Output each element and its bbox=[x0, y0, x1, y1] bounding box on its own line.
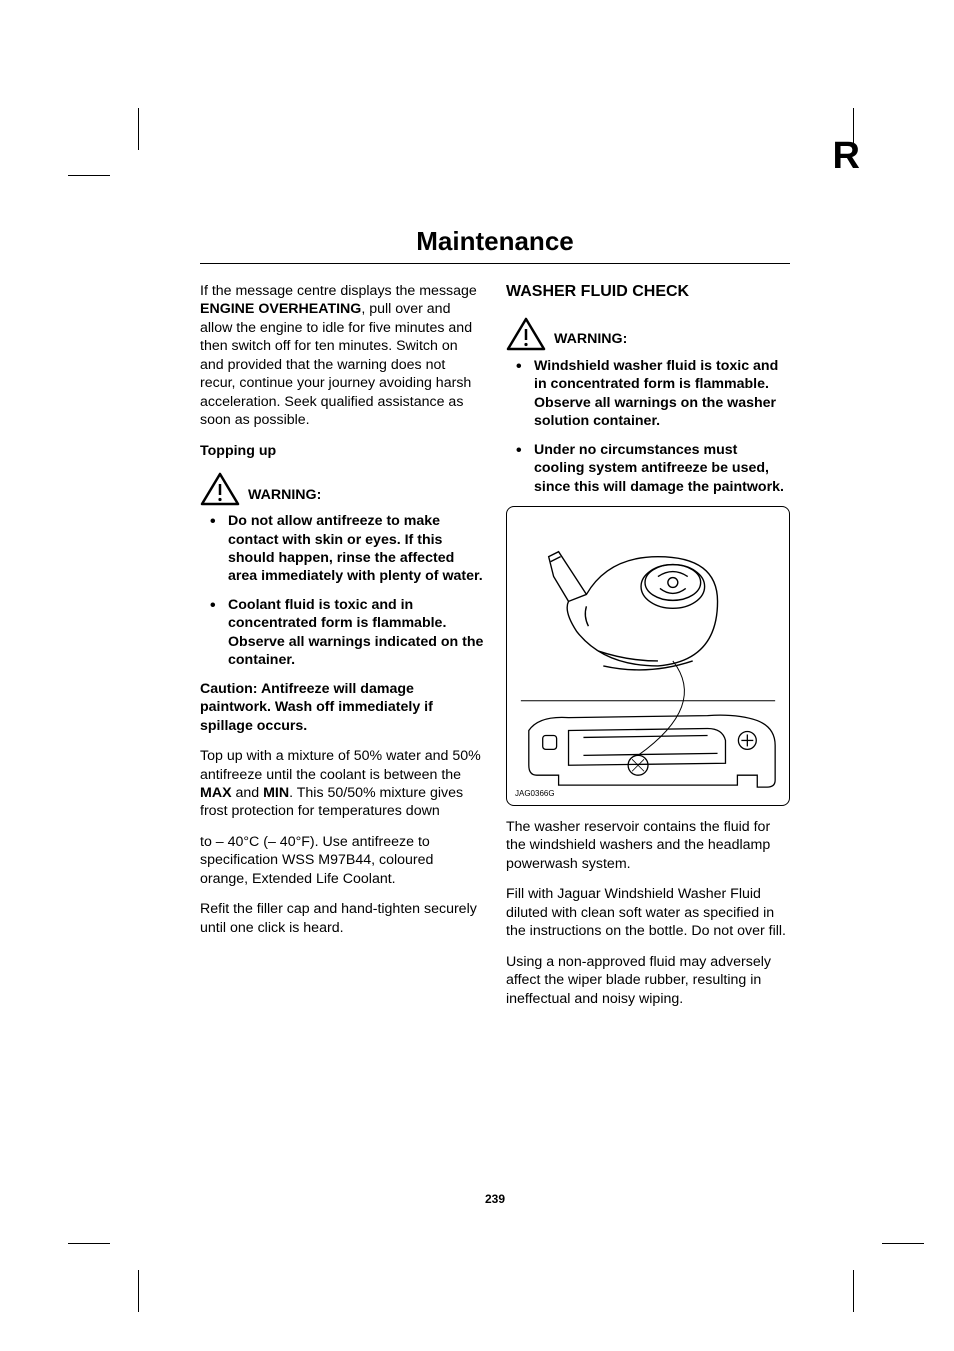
left-column: If the message centre displays the messa… bbox=[200, 282, 484, 1020]
caution-paragraph: Caution: Antifreeze will damage paintwor… bbox=[200, 680, 484, 735]
page-title: Maintenance bbox=[200, 226, 790, 257]
warning-triangle-icon bbox=[200, 472, 240, 506]
crop-mark bbox=[853, 1270, 854, 1312]
topup-paragraph-1: Top up with a mixture of 50% water and 5… bbox=[200, 747, 484, 821]
intro-text-post: , pull over and allow the engine to idle… bbox=[200, 301, 472, 428]
topup-mid: and bbox=[232, 785, 264, 801]
warning-item: Do not allow antifreeze to make contact … bbox=[200, 512, 484, 586]
page-side-marker: R bbox=[833, 135, 860, 178]
warning-label: WARNING: bbox=[248, 486, 321, 506]
topup-paragraph-2: to – 40°C (– 40°F). Use antifreeze to sp… bbox=[200, 833, 484, 888]
refit-paragraph: Refit the filler cap and hand-tighten se… bbox=[200, 900, 484, 937]
reservoir-paragraph-3: Using a non-approved fluid may adversely… bbox=[506, 953, 790, 1008]
warning-item: Under no circumstances must cooling syst… bbox=[506, 441, 790, 496]
topup-min: MIN bbox=[263, 785, 289, 801]
crop-mark bbox=[138, 108, 139, 150]
reservoir-paragraph-2: Fill with Jaguar Windshield Washer Fluid… bbox=[506, 885, 790, 940]
reservoir-paragraph-1: The washer reservoir contains the fluid … bbox=[506, 818, 790, 873]
warning-item: Coolant fluid is toxic and in concentrat… bbox=[200, 596, 484, 670]
warning-list: Do not allow antifreeze to make contact … bbox=[200, 512, 484, 670]
page-number: 239 bbox=[200, 1192, 790, 1206]
right-column: WASHER FLUID CHECK WARNING: Windshield w… bbox=[506, 282, 790, 1020]
crop-mark bbox=[68, 1243, 110, 1244]
washer-reservoir-figure: JAG0366G bbox=[506, 506, 790, 806]
page-content: Maintenance If the message centre displa… bbox=[200, 226, 790, 1020]
crop-mark bbox=[853, 108, 854, 150]
warning-header: WARNING: bbox=[200, 472, 484, 506]
title-rule bbox=[200, 263, 790, 264]
warning-item: Windshield washer fluid is toxic and in … bbox=[506, 357, 790, 431]
crop-mark bbox=[138, 1270, 139, 1312]
crop-mark bbox=[882, 1243, 924, 1244]
crop-mark bbox=[68, 175, 110, 176]
warning-triangle-icon bbox=[506, 317, 546, 351]
washer-fluid-heading: WASHER FLUID CHECK bbox=[506, 282, 790, 303]
intro-bold: ENGINE OVERHEATING bbox=[200, 301, 361, 317]
warning-header: WARNING: bbox=[506, 317, 790, 351]
intro-text-pre: If the message centre displays the messa… bbox=[200, 283, 477, 299]
warning-list: Windshield washer fluid is toxic and in … bbox=[506, 357, 790, 496]
reservoir-diagram-icon bbox=[507, 507, 789, 805]
two-column-layout: If the message centre displays the messa… bbox=[200, 282, 790, 1020]
topup-pre: Top up with a mixture of 50% water and 5… bbox=[200, 748, 481, 782]
intro-paragraph: If the message centre displays the messa… bbox=[200, 282, 484, 430]
topup-max: MAX bbox=[200, 785, 232, 801]
topping-up-heading: Topping up bbox=[200, 442, 484, 460]
figure-caption: JAG0366G bbox=[515, 789, 555, 799]
warning-label: WARNING: bbox=[554, 330, 627, 350]
